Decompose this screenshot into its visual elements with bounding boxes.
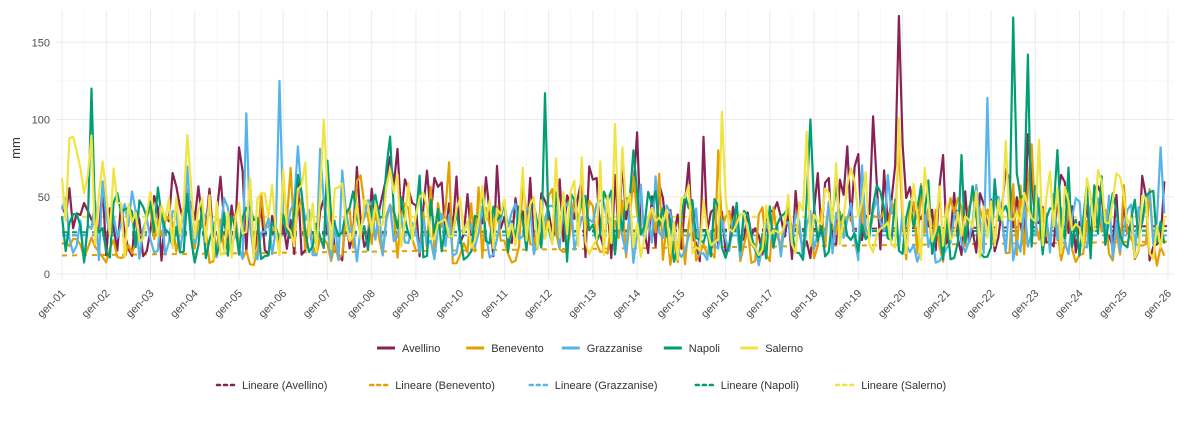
legend-label: Salerno: [765, 343, 803, 355]
legend-label: Lineare (Grazzanise): [555, 380, 658, 392]
legend-label: Lineare (Benevento): [395, 380, 495, 392]
y-tick-label: 50: [38, 192, 50, 204]
y-tick-label: 100: [32, 115, 50, 127]
series-line: [60, 110, 1166, 261]
y-tick-label: 150: [32, 37, 50, 49]
legend-label: Lineare (Salerno): [861, 380, 946, 392]
legend-label: Grazzanise: [587, 343, 643, 355]
y-axis-title: mm: [8, 137, 23, 159]
legend-label: Lineare (Napoli): [721, 380, 799, 392]
y-axis-ticks: 0 50 100 150: [32, 37, 50, 281]
legend-trendlines: Lineare (Avellino) Lineare (Benevento) Lin…: [215, 380, 946, 392]
series-layer: [60, 14, 1169, 267]
legend-label: Benevento: [491, 343, 544, 355]
legend-label: Napoli: [689, 343, 720, 355]
legend-label: Avellino: [402, 343, 440, 355]
legend-series: Avellino Benevento Grazzanise Napoli Salerno: [377, 343, 803, 355]
y-tick-label: 0: [44, 269, 50, 281]
legend-label: Lineare (Avellino): [242, 380, 327, 392]
